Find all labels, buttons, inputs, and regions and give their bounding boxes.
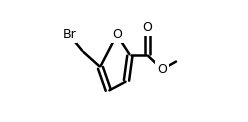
Text: O: O <box>142 21 152 34</box>
Text: Br: Br <box>62 28 76 41</box>
Text: O: O <box>157 63 167 76</box>
Text: O: O <box>112 28 122 41</box>
